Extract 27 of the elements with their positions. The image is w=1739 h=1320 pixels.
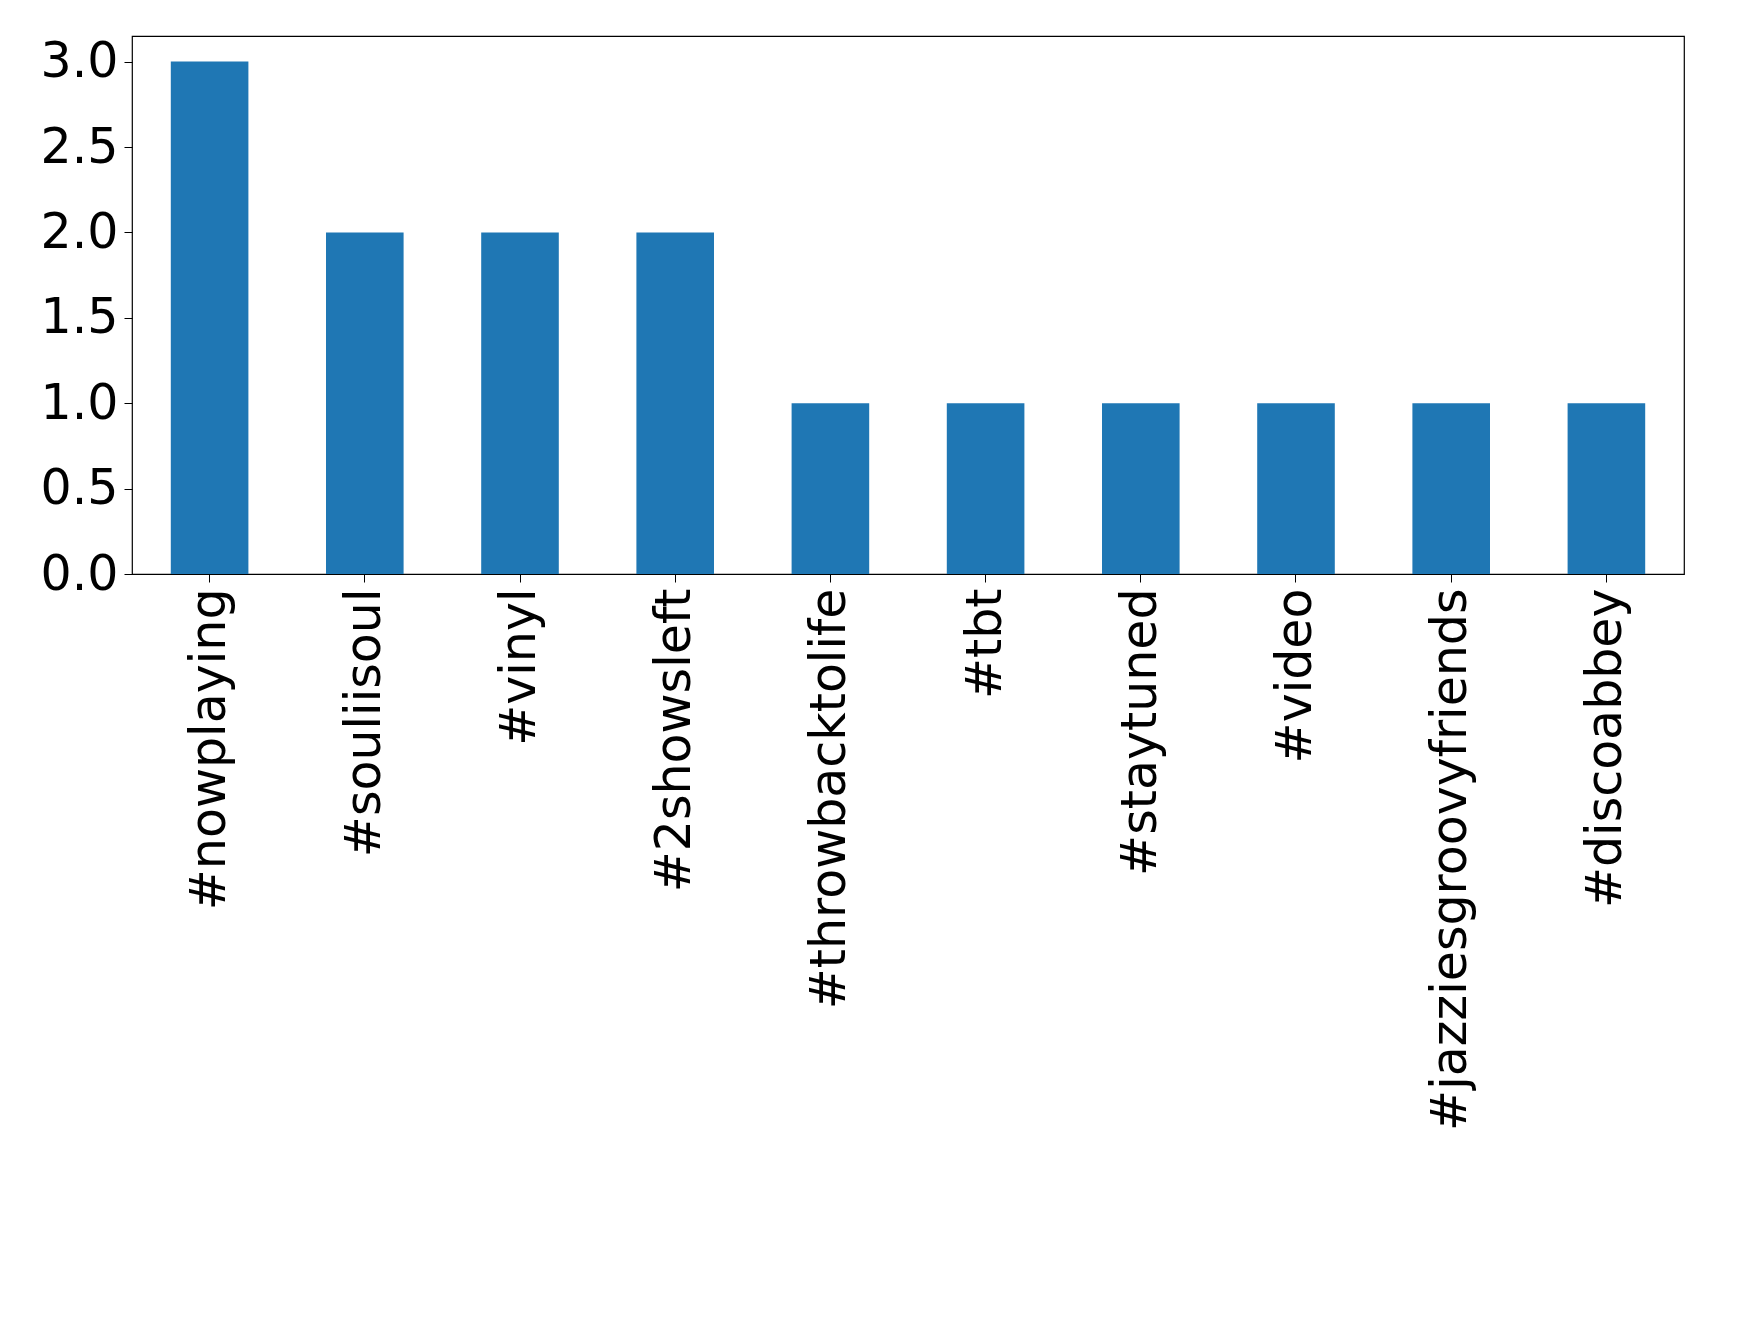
x-tick-label: #vinyl: [490, 588, 547, 746]
bar: [1102, 403, 1180, 574]
y-tick-label: 0.5: [40, 459, 119, 517]
bar: [170, 61, 249, 574]
x-tick-label: #jazziesgroovyfriends: [1421, 588, 1479, 1131]
y-tick-label: 0.0: [40, 544, 119, 602]
y-tick-label: 2.0: [40, 202, 119, 260]
y-tick-label: 3.0: [40, 32, 119, 90]
bar: [946, 403, 1025, 574]
bar: [1412, 403, 1490, 574]
bar: [791, 403, 870, 574]
y-tick-label: 2.5: [40, 117, 119, 175]
bar: [326, 232, 404, 574]
x-tick-label: #2showsleft: [645, 588, 703, 893]
x-tick-label: #nowplaying: [179, 588, 237, 911]
bar: [1567, 403, 1646, 574]
x-tick-label: #throwbacktolife: [800, 588, 858, 1010]
x-tick-label: #discoabbey: [1576, 588, 1634, 909]
x-tick-label: #souliisoul: [334, 588, 392, 858]
x-tick-label: #video: [1266, 588, 1323, 764]
x-tick-label: #tbt: [955, 588, 1013, 700]
y-tick-label: 1.5: [40, 288, 119, 346]
bar: [636, 232, 714, 574]
y-tick-label: 1.0: [40, 373, 119, 431]
bar: [481, 232, 559, 574]
bar: [1257, 403, 1335, 574]
x-tick-label: #staytuned: [1110, 588, 1168, 876]
